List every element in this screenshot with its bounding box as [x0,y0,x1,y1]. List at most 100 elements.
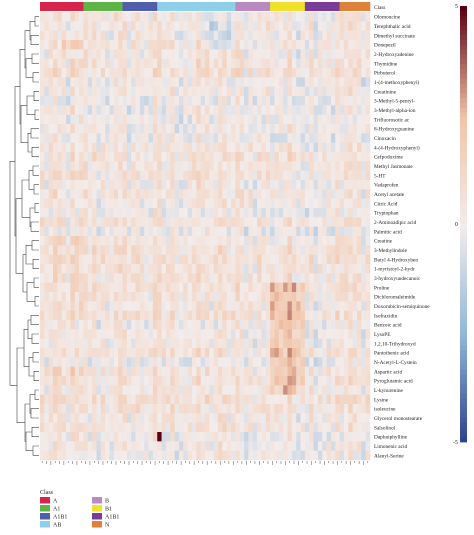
heatmap-cell [209,58,214,69]
heatmap-cell [44,21,49,31]
heatmap-cell [105,394,110,405]
heatmap-cell [287,366,293,377]
heatmap-cell [235,366,241,377]
heatmap-cell [222,217,228,227]
heatmap-cell [139,180,145,190]
heatmap-cell [122,226,128,237]
heatmap-cell [87,170,93,181]
heatmap-cell [356,124,362,134]
heatmap-cell [118,68,123,78]
heatmap-cell [135,413,141,423]
heatmap-cell [339,12,345,22]
heatmap-cell [226,320,232,330]
heatmap-cell [109,208,115,218]
heatmap-cell [222,40,228,50]
heatmap-cell [83,198,89,209]
heatmap-cell [83,441,89,451]
heatmap-cell [343,152,349,162]
heatmap-cell [261,40,267,50]
heatmap-cell [118,114,123,125]
heatmap-cell [113,49,119,59]
heatmap-cell [170,394,175,405]
heatmap-cell [213,30,219,41]
heatmap-cell [191,273,197,283]
heatmap-cell [265,422,271,433]
heatmap-cell [187,310,193,321]
heatmap-cell [92,273,97,283]
heatmap-cell [157,226,162,237]
heatmap-cell [100,264,106,274]
heatmap-cell [100,320,106,330]
heatmap-cell [218,441,223,451]
heatmap-cell [270,329,275,339]
heatmap-cell [265,376,271,386]
heatmap-cell [70,422,76,433]
heatmap-cell [339,348,345,358]
heatmap-cell [87,320,93,330]
heatmap-cell [183,441,188,451]
heatmap-cell [209,394,214,405]
heatmap-cell [131,86,136,97]
heatmap-cell [109,180,115,190]
heatmap-cell [44,142,49,153]
heatmap-cell [252,49,258,59]
heatmap-cell [148,310,154,321]
heatmap-cell [200,40,206,50]
heatmap-cell [131,30,136,41]
heatmap-cell [274,58,280,69]
heatmap-cell [191,310,197,321]
heatmap-cell [326,441,332,451]
heatmap-cell [218,58,223,69]
heatmap-cell [174,450,180,461]
heatmap-cell [218,114,223,125]
heatmap-cell [126,366,132,377]
heatmap-cell [235,133,241,143]
heatmap-cell [304,273,310,283]
heatmap-cell [231,422,236,433]
heatmap-cell [361,161,366,171]
heatmap-cell [165,217,171,227]
heatmap-cell [144,226,149,237]
heatmap-cell [352,226,358,237]
heatmap-cell [244,413,249,423]
heatmap-cell [317,170,323,181]
heatmap-cell [170,357,175,367]
heatmap-cell [252,114,258,125]
heatmap-cell [183,152,188,162]
heatmap-cell [157,441,162,451]
heatmap-cell [209,226,214,237]
heatmap-cell [365,189,371,199]
heatmap-cell [300,432,306,442]
heatmap-cell [57,68,63,78]
heatmap-cell [291,441,297,451]
heatmap-cell [165,385,171,395]
heatmap-cell [139,105,145,115]
heatmap-cell [339,376,345,386]
heatmap-cell [274,68,280,78]
heatmap-cell [126,310,132,321]
heatmap-cell [352,404,358,414]
heatmap-cell [261,170,267,181]
heatmap-cell [191,198,197,209]
heatmap-cell [79,292,84,302]
heatmap-cell [239,180,245,190]
heatmap-cell [231,413,236,423]
heatmap-cell [239,376,245,386]
heatmap-cell [361,114,366,125]
heatmap-cell [231,217,236,227]
heatmap-cell [205,404,210,414]
heatmap-cell [109,198,115,209]
heatmap-cell [165,441,171,451]
heatmap-cell [83,320,89,330]
heatmap-cell [170,68,175,78]
heatmap-cell [144,404,149,414]
heatmap-cell [252,124,258,134]
heatmap-cell [248,320,254,330]
heatmap-cell [309,133,314,143]
heatmap-cell [152,301,158,311]
heatmap-cell [148,320,154,330]
heatmap-cell [244,245,249,255]
heatmap-cell [57,170,63,181]
heatmap-cell [174,58,180,69]
heatmap-cell [135,385,141,395]
